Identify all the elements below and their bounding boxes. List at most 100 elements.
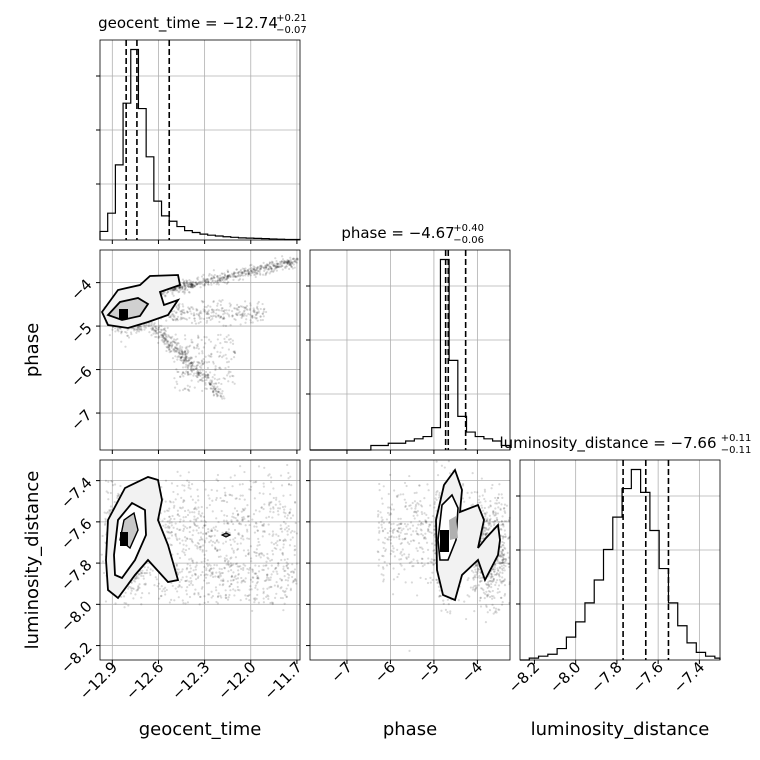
- panel-geocent_time-phase-point: [232, 272, 235, 275]
- panel-geocent_time-phase-point: [190, 312, 193, 315]
- panel-geocent_time-luminosity_distance-point: [222, 579, 225, 582]
- panel-geocent_time-luminosity_distance-point: [253, 601, 256, 604]
- panel-geocent_time-luminosity_distance-point: [199, 548, 202, 551]
- panel-geocent_time-phase-point: [215, 312, 218, 315]
- panel-geocent_time-phase-point: [229, 341, 232, 344]
- panel-geocent_time-phase-point: [227, 334, 230, 337]
- panel-geocent_time-luminosity_distance-point: [172, 490, 175, 494]
- panel-geocent_time-phase-point: [213, 347, 216, 350]
- panel-geocent_time-luminosity_distance-point: [188, 580, 191, 583]
- panel-geocent_time-luminosity_distance-point: [104, 479, 108, 482]
- panel-geocent_time-phase-point: [289, 262, 292, 265]
- panel-geocent_time-luminosity_distance-point: [215, 478, 218, 481]
- panel-geocent_time-luminosity_distance-point: [205, 532, 208, 535]
- panel-geocent_time-phase-point: [209, 387, 212, 390]
- panel-geocent_time-luminosity_distance-point: [273, 546, 276, 550]
- panel-geocent_time-phase-point: [167, 348, 171, 352]
- panel-geocent_time-phase-point: [193, 365, 196, 368]
- panel-geocent_time-phase-point: [152, 332, 155, 335]
- panel-geocent_time-phase-point: [204, 280, 207, 283]
- panel-geocent_time-phase-point: [213, 377, 216, 380]
- panel-geocent_time-luminosity_distance-point: [282, 511, 285, 514]
- panel-geocent_time-luminosity_distance-point: [234, 497, 237, 500]
- panel-geocent_time-phase-point: [220, 277, 223, 280]
- panel-geocent_time-phase-point: [209, 278, 212, 281]
- panel-geocent_time-luminosity_distance-point: [242, 516, 245, 519]
- panel-geocent_time-phase-point: [218, 377, 221, 381]
- panel-geocent_time-phase-point: [225, 277, 228, 280]
- panel-geocent_time-luminosity_distance-point: [236, 581, 239, 584]
- panel-geocent_time-luminosity_distance-point: [289, 475, 292, 478]
- panel-geocent_time-phase-point: [127, 336, 131, 339]
- panel-geocent_time-luminosity_distance-point: [132, 597, 135, 600]
- panel-geocent_time-phase-point: [214, 279, 217, 282]
- panel-geocent_time-phase-point: [211, 310, 215, 313]
- panel-geocent_time-phase-point: [256, 305, 259, 308]
- panel-geocent_time-luminosity_distance-point: [145, 571, 149, 575]
- panel-geocent_time-phase-point: [263, 266, 266, 269]
- panel-geocent_time-phase-point: [219, 303, 222, 307]
- panel-geocent_time-luminosity_distance-point: [124, 591, 127, 594]
- panel-geocent_time-phase-point: [203, 361, 206, 365]
- panel-geocent_time-phase-point: [172, 288, 175, 292]
- panel-geocent_time-phase-point: [150, 321, 153, 324]
- panel-geocent_time-phase-point: [190, 369, 193, 372]
- panel-geocent_time-luminosity_distance-point: [151, 569, 154, 572]
- panel-geocent_time-luminosity_distance-point: [188, 530, 191, 534]
- panel-geocent_time-phase-point: [261, 312, 264, 315]
- panel-geocent_time-phase-point: [239, 270, 242, 273]
- panel-geocent_time-luminosity_distance-point: [203, 557, 206, 560]
- panel-geocent_time-luminosity_distance-point: [250, 560, 253, 563]
- panel-geocent_time-phase-point: [260, 266, 263, 269]
- panel-geocent_time-phase-point: [231, 381, 234, 384]
- panel-geocent_time-luminosity_distance-point: [141, 592, 144, 595]
- panel-geocent_time-phase-point: [189, 280, 192, 283]
- panel-geocent_time-phase-point: [181, 346, 184, 349]
- panel-geocent_time-luminosity_distance-point: [215, 496, 218, 500]
- panel-geocent_time-luminosity_distance-point: [236, 548, 239, 551]
- panel-geocent_time-phase-point: [246, 269, 249, 272]
- panel-geocent_time-phase-point: [277, 263, 280, 266]
- panel-geocent_time-phase-point: [241, 313, 244, 316]
- panel-geocent_time-phase-point: [180, 310, 183, 313]
- panel-geocent_time-phase-point: [212, 269, 215, 272]
- panel-geocent_time-luminosity_distance-point: [170, 544, 173, 547]
- panel-geocent_time-phase-point: [108, 334, 111, 337]
- panel-geocent_time-phase-point: [204, 282, 208, 285]
- panel-geocent_time-luminosity_distance-point: [283, 602, 286, 605]
- panel-geocent_time-phase-point: [211, 391, 215, 394]
- panel-geocent_time-luminosity_distance-point: [190, 557, 193, 560]
- panel-geocent_time-phase-point: [223, 275, 226, 278]
- panel-geocent_time-luminosity_distance-point: [295, 562, 298, 565]
- panel-geocent_time-luminosity_distance-point: [188, 547, 191, 550]
- panel-geocent_time-phase-point: [138, 327, 141, 330]
- panel-geocent_time-phase-point: [274, 266, 277, 269]
- panel-geocent_time-luminosity_distance-point: [254, 509, 258, 512]
- panel-geocent_time-phase-point: [233, 274, 237, 278]
- hist-luminosity_distance-frame: [519, 459, 721, 661]
- panel-geocent_time-phase-point: [151, 326, 155, 329]
- panel-geocent_time-luminosity_distance-point: [242, 549, 246, 552]
- panel-geocent_time-phase-point: [225, 275, 228, 278]
- panel-geocent_time-luminosity_distance-point: [256, 529, 260, 532]
- panel-geocent_time-phase-point: [228, 273, 231, 277]
- panel-geocent_time-luminosity_distance-point: [204, 521, 207, 524]
- panel-geocent_time-phase-point: [227, 370, 231, 373]
- panel-geocent_time-luminosity_distance-point: [250, 485, 253, 488]
- panel-geocent_time-phase-point: [275, 265, 278, 268]
- panel-geocent_time-phase-point: [167, 335, 170, 338]
- panel-geocent_time-phase-point: [220, 382, 223, 386]
- panel-geocent_time-luminosity_distance-point: [225, 596, 228, 600]
- panel-geocent_time-phase-point: [198, 280, 201, 283]
- panel-geocent_time-phase-point: [187, 290, 191, 294]
- panel-geocent_time-phase-point: [191, 341, 194, 344]
- panel-geocent_time-phase-point: [213, 273, 216, 277]
- panel-geocent_time-luminosity_distance-point: [292, 579, 295, 582]
- panel-geocent_time-phase-point: [240, 273, 243, 277]
- panel-geocent_time-phase-point: [154, 329, 158, 332]
- panel-geocent_time-luminosity_distance-point: [211, 594, 215, 598]
- panel-geocent_time-phase-point: [201, 369, 204, 372]
- panel-geocent_time-luminosity_distance-point: [262, 597, 265, 600]
- panel-geocent_time-luminosity_distance-point: [184, 548, 188, 552]
- panel-geocent_time-phase-point: [117, 330, 120, 333]
